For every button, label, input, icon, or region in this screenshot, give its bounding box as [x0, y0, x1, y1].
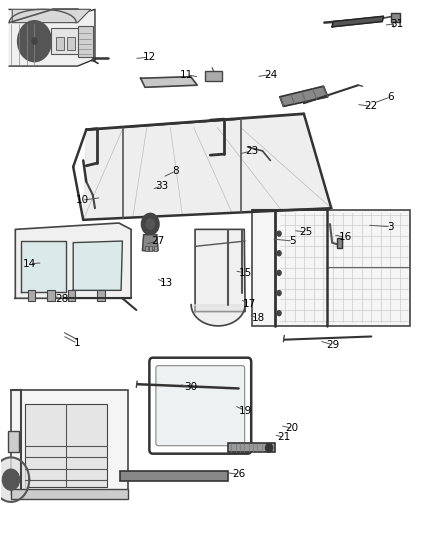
FancyBboxPatch shape: [156, 366, 245, 446]
Circle shape: [32, 38, 37, 44]
Bar: [28, 290, 35, 301]
Circle shape: [277, 231, 281, 236]
Circle shape: [277, 290, 281, 296]
Bar: [391, 13, 399, 21]
Text: 23: 23: [245, 146, 258, 156]
Bar: [11, 390, 127, 495]
Circle shape: [2, 469, 20, 490]
Polygon shape: [191, 305, 245, 326]
Text: 17: 17: [243, 298, 256, 309]
Bar: [336, 238, 342, 248]
Text: 14: 14: [23, 259, 36, 269]
Circle shape: [146, 223, 150, 227]
Polygon shape: [195, 229, 245, 312]
Bar: [205, 71, 223, 81]
Circle shape: [141, 214, 159, 235]
Text: 30: 30: [184, 382, 197, 392]
Circle shape: [25, 29, 44, 53]
Text: 13: 13: [160, 278, 173, 288]
Bar: [97, 290, 105, 301]
Bar: [67, 290, 75, 301]
Bar: [149, 246, 152, 251]
Text: 27: 27: [152, 236, 165, 246]
Text: 8: 8: [172, 166, 179, 176]
Polygon shape: [0, 457, 29, 502]
Bar: [145, 246, 148, 251]
Polygon shape: [83, 114, 331, 220]
Bar: [120, 471, 228, 481]
Polygon shape: [141, 77, 197, 87]
Bar: [8, 431, 19, 452]
Circle shape: [18, 21, 51, 61]
Circle shape: [277, 270, 281, 276]
Polygon shape: [142, 235, 158, 251]
Bar: [78, 26, 93, 57]
Polygon shape: [280, 86, 328, 107]
Text: 31: 31: [390, 19, 403, 29]
Bar: [252, 211, 410, 326]
Text: 28: 28: [55, 294, 68, 304]
Text: 21: 21: [277, 432, 290, 442]
Bar: [47, 290, 55, 301]
Text: 24: 24: [265, 70, 278, 79]
Text: 25: 25: [300, 227, 313, 237]
Text: 19: 19: [238, 406, 252, 416]
Text: 20: 20: [286, 423, 299, 433]
Text: 15: 15: [238, 268, 252, 278]
Circle shape: [277, 311, 281, 316]
Circle shape: [277, 251, 281, 256]
Bar: [11, 489, 127, 499]
Polygon shape: [332, 16, 384, 27]
Text: 10: 10: [75, 195, 88, 205]
Bar: [25, 405, 107, 487]
Text: 22: 22: [365, 101, 378, 111]
Text: 3: 3: [388, 222, 394, 232]
Bar: [154, 246, 157, 251]
Bar: [56, 37, 64, 50]
Text: 29: 29: [326, 340, 339, 350]
Circle shape: [146, 219, 155, 229]
Text: 16: 16: [339, 232, 352, 243]
Text: 12: 12: [143, 52, 156, 62]
Text: 33: 33: [155, 181, 168, 191]
Text: 5: 5: [290, 236, 296, 246]
Text: 6: 6: [388, 92, 394, 102]
Bar: [228, 442, 275, 452]
Circle shape: [151, 223, 154, 227]
Polygon shape: [9, 10, 95, 66]
Bar: [51, 28, 80, 54]
Polygon shape: [21, 241, 66, 292]
Text: 18: 18: [251, 313, 265, 324]
Text: 11: 11: [180, 70, 193, 79]
Text: 1: 1: [74, 338, 81, 349]
Polygon shape: [73, 241, 122, 290]
Text: 26: 26: [232, 470, 245, 479]
Polygon shape: [12, 10, 91, 22]
Polygon shape: [15, 223, 131, 298]
Bar: [67, 37, 75, 50]
Circle shape: [265, 443, 272, 452]
